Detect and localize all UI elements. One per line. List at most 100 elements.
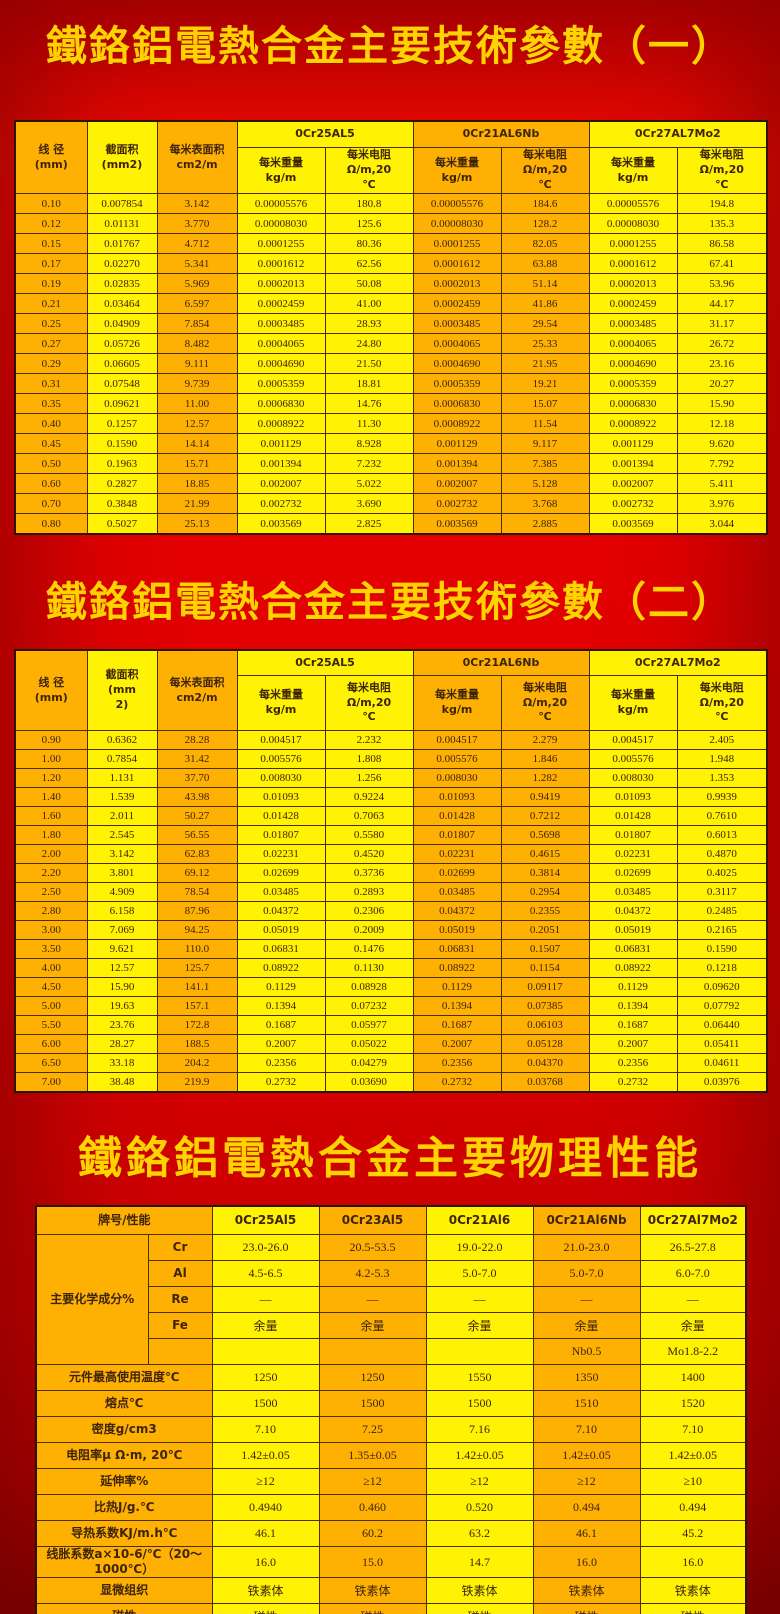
table-cell: 0.0001255 xyxy=(588,233,678,254)
table-cell: 14.7 xyxy=(425,1546,534,1578)
table-cell: 0.001129 xyxy=(412,433,502,454)
table-cell: 0.2732 xyxy=(588,1072,678,1093)
table-cell: 0.004517 xyxy=(236,730,326,750)
table-cell: 6.00 xyxy=(14,1034,88,1054)
table-row: 7.00 38.48 219.9 0.2732 0.03690 0.2732 0.03768… xyxy=(14,1072,768,1093)
table-cell: 141.1 xyxy=(156,977,238,997)
table-cell: 0.03690 xyxy=(324,1072,414,1093)
table-cell: 1.60 xyxy=(14,806,88,826)
table-cell: 0.00005576 xyxy=(588,193,678,214)
table-cell: ≥12 xyxy=(532,1468,641,1495)
table-cell: 铁素体 xyxy=(532,1577,641,1604)
table-row: 0.31 0.07548 9.739 0.0005359 18.81 0.0005359 1… xyxy=(14,373,768,394)
table-cell: 0.1963 xyxy=(86,453,158,474)
table-cell: 0.70 xyxy=(14,493,88,514)
table-cell: 6.597 xyxy=(156,293,238,314)
table-row: 熔点℃ 1500 1500 1500 1510 1520 xyxy=(35,1390,747,1417)
table-cell: 0.80 xyxy=(14,513,88,535)
table-cell: 0.1476 xyxy=(324,939,414,959)
table-cell: 9.111 xyxy=(156,353,238,374)
table-cell: 0.06831 xyxy=(588,939,678,959)
table-row: 线 径 (mm) 截面积 (mm 2) 每米表面积 cm2/m 0Cr25AL5… xyxy=(14,649,768,731)
table-cell: 0.04279 xyxy=(324,1053,414,1073)
table-cell: 0.6013 xyxy=(676,825,768,845)
table-cell: 0.09620 xyxy=(676,977,768,997)
table-cell: 0.04372 xyxy=(588,901,678,921)
table-cell: 0.02699 xyxy=(236,863,326,883)
table-cell: 25.13 xyxy=(156,513,238,535)
table-cell: 0.0002459 xyxy=(588,293,678,314)
table-row: 0.80 0.5027 25.13 0.003569 2.825 0.003569 2.88… xyxy=(14,513,768,535)
table-cell: 0.03485 xyxy=(236,882,326,902)
table-cell: 87.96 xyxy=(156,901,238,921)
table-cell: 0.0006830 xyxy=(588,393,678,414)
table-cell: 0.01093 xyxy=(236,787,326,807)
table-cell: 7.25 xyxy=(318,1416,427,1443)
table-cell: 0.04370 xyxy=(500,1053,590,1073)
table-cell: 0.05411 xyxy=(676,1034,768,1054)
table-cell: 0.00008030 xyxy=(412,213,502,234)
row-label-property: 磁性 xyxy=(35,1603,213,1614)
table-cell: 11.30 xyxy=(324,413,414,434)
table-cell: 28.28 xyxy=(156,730,238,750)
table-cell: 0.5698 xyxy=(500,825,590,845)
table-cell: 21.99 xyxy=(156,493,238,514)
table-cell: 7.10 xyxy=(211,1416,320,1443)
row-label-element: Cr xyxy=(147,1234,213,1261)
table-cell: 0.01093 xyxy=(588,787,678,807)
table-cell: 0.002007 xyxy=(412,473,502,494)
table-cell: 磁性 xyxy=(532,1603,641,1614)
table-cell: 0.1218 xyxy=(676,958,768,978)
table-cell: 0.01428 xyxy=(236,806,326,826)
table-cell: 0.1129 xyxy=(588,977,678,997)
col-header-diameter: 线 径 (mm) xyxy=(14,649,88,731)
table-cell: 0.7854 xyxy=(86,749,158,769)
table-cell: 94.25 xyxy=(156,920,238,940)
table-cell: 0.002732 xyxy=(236,493,326,514)
table-cell: 8.482 xyxy=(156,333,238,354)
table-cell: 7.00 xyxy=(14,1072,88,1093)
table-cell: 0.2356 xyxy=(588,1053,678,1073)
table-cell: 0.02699 xyxy=(412,863,502,883)
table-cell: 21.50 xyxy=(324,353,414,374)
table-cell: 1350 xyxy=(532,1364,641,1391)
table-cell: 0.45 xyxy=(14,433,88,454)
table-cell: 0.2007 xyxy=(588,1034,678,1054)
table-cell: 180.8 xyxy=(324,193,414,214)
table-cell: 0.001394 xyxy=(236,453,326,474)
table-cell: 0.4870 xyxy=(676,844,768,864)
table-row: 0.29 0.06605 9.111 0.0004690 21.50 0.0004690 2… xyxy=(14,353,768,374)
table-cell: 0.2051 xyxy=(500,920,590,940)
table-row: 0.70 0.3848 21.99 0.002732 3.690 0.002732 3.76… xyxy=(14,493,768,514)
table-cell: 1.846 xyxy=(500,749,590,769)
table-cell: 0.31 xyxy=(14,373,88,394)
table-cell: 0.03485 xyxy=(588,882,678,902)
table-cell: 0.03485 xyxy=(412,882,502,902)
table-cell: 0.02270 xyxy=(86,253,158,274)
table-cell: 0.90 xyxy=(14,730,88,750)
table-cell: 0.2007 xyxy=(412,1034,502,1054)
table-cell: 0.2893 xyxy=(324,882,414,902)
table-cell: 7.792 xyxy=(676,453,768,474)
table-cell: 23.16 xyxy=(676,353,768,374)
table-cell: 0.06831 xyxy=(236,939,326,959)
col-header-area: 截面积 (mm 2) xyxy=(86,649,158,731)
table-cell: 0.7063 xyxy=(324,806,414,826)
table-row: 线胀系数a×10-6/℃（20～ 1000℃） 16.0 15.0 14.7 16.0 1… xyxy=(35,1546,747,1578)
table-cell: 2.80 xyxy=(14,901,88,921)
table-row: 1.20 1.131 37.70 0.008030 1.256 0.008030 1.282… xyxy=(14,768,768,788)
alloy-header-0cr23al5: 0Cr23Al5 xyxy=(318,1205,427,1235)
table-cell: 0.1130 xyxy=(324,958,414,978)
table-row: 0.27 0.05726 8.482 0.0004065 24.80 0.0004065 2… xyxy=(14,333,768,354)
table-cell: 0.7610 xyxy=(676,806,768,826)
table-cell: 78.54 xyxy=(156,882,238,902)
table-row: 1.60 2.011 50.27 0.01428 0.7063 0.01428 0.7212… xyxy=(14,806,768,826)
table-cell: 4.909 xyxy=(86,882,158,902)
table-cell: 0.494 xyxy=(639,1494,747,1521)
table-cell: 0.0004065 xyxy=(588,333,678,354)
table-cell: 19.0-22.0 xyxy=(425,1234,534,1261)
col-header-surface: 每米表面积 cm2/m xyxy=(156,120,238,194)
table-cell: 0.005576 xyxy=(588,749,678,769)
alloy-header-0cr25al5: 0Cr25AL5 xyxy=(236,649,414,676)
row-label-property: 元件最高使用温度℃ xyxy=(35,1364,213,1391)
